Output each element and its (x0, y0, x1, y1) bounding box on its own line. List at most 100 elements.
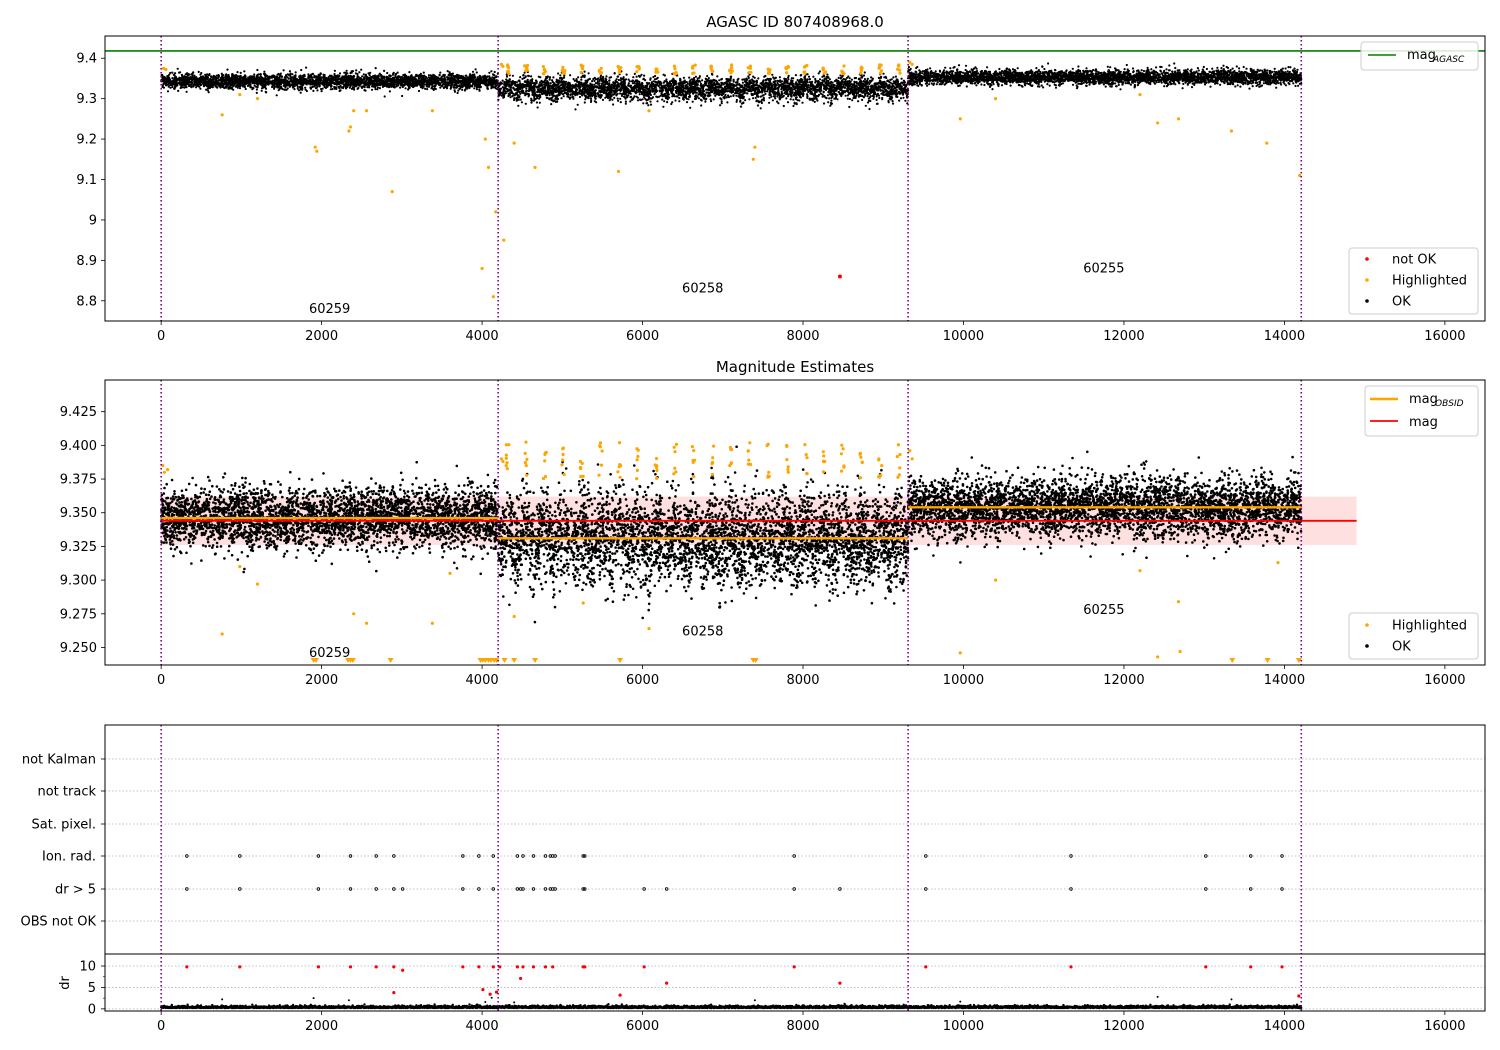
ok-point (419, 84, 422, 87)
ok-point (853, 80, 856, 83)
ok-point (226, 68, 229, 71)
ok-point (357, 86, 360, 89)
ok-point (898, 99, 901, 102)
ok-point (619, 101, 622, 104)
ok-point (494, 85, 497, 89)
ok-point (735, 94, 738, 97)
ok-point (381, 75, 384, 78)
ok-point (451, 72, 454, 75)
ok-point (283, 88, 286, 91)
ok-point (202, 78, 205, 82)
ok-point (284, 80, 287, 83)
ok-point (490, 70, 493, 73)
ok-point (239, 74, 242, 77)
panel-title: AGASC ID 807408968.0 (706, 13, 884, 31)
ok-point (200, 71, 203, 75)
ok-point (591, 80, 594, 83)
ok-point (417, 82, 420, 85)
ok-point (370, 88, 374, 91)
ok-point (293, 88, 296, 91)
ok-point (198, 78, 201, 81)
ok-point (422, 71, 425, 74)
ok-point (358, 71, 361, 74)
ok-point (535, 101, 539, 104)
ok-point (318, 81, 321, 84)
ok-point (576, 103, 579, 106)
ok-point (461, 79, 464, 82)
ok-point (296, 84, 299, 87)
ok-point (424, 87, 427, 90)
ok-point (818, 70, 822, 73)
ok-point (389, 75, 392, 78)
ok-point (318, 84, 321, 87)
ok-point (189, 76, 192, 79)
ok-point (320, 90, 323, 93)
ok-point (426, 88, 429, 91)
ok-point (290, 78, 293, 81)
ok-point (192, 83, 195, 86)
ok-point (178, 71, 181, 74)
ok-point (476, 85, 479, 89)
ok-point (413, 84, 416, 87)
ok-point (454, 86, 457, 89)
ok-point (276, 83, 279, 86)
ok-point (871, 77, 874, 80)
ok-point (235, 81, 238, 84)
ok-point (253, 77, 256, 80)
ok-point (206, 87, 209, 90)
ok-point (403, 81, 406, 84)
ok-point (274, 85, 277, 88)
ok-point (492, 77, 496, 80)
ok-point (190, 86, 193, 89)
ok-point (359, 77, 362, 80)
ok-point (891, 100, 894, 103)
ok-point (428, 85, 431, 88)
ok-point (280, 75, 283, 78)
ok-point (343, 76, 346, 79)
ok-point (355, 69, 358, 72)
ok-point (423, 80, 426, 83)
ok-point (374, 67, 377, 70)
ok-point (476, 81, 479, 84)
ok-point (846, 97, 849, 100)
ok-point (346, 79, 349, 82)
ok-point (304, 88, 307, 91)
ok-point (176, 67, 179, 70)
ok-point (412, 80, 415, 83)
ok-point (331, 77, 334, 80)
ok-point (211, 86, 214, 89)
ok-point (236, 75, 239, 78)
ok-point (364, 73, 367, 76)
ok-point (245, 82, 248, 85)
ok-point (260, 80, 263, 83)
ok-point (316, 85, 319, 88)
ok-point (320, 87, 323, 91)
ok-point (262, 72, 266, 75)
ok-point (415, 73, 418, 76)
ok-point (426, 82, 429, 85)
ok-point (374, 74, 377, 77)
ok-point (368, 86, 371, 89)
ok-point (864, 94, 867, 97)
ok-point (258, 78, 261, 81)
ok-point (296, 78, 299, 81)
ok-point (469, 76, 472, 79)
ok-point (248, 80, 251, 83)
ok-point (441, 81, 444, 84)
ok-point (167, 85, 170, 88)
ok-point (559, 74, 562, 77)
ok-point (486, 86, 489, 89)
ok-point (386, 81, 389, 84)
ok-point (495, 81, 498, 84)
ok-point (388, 90, 391, 93)
ok-point (410, 84, 413, 88)
ok-point (217, 76, 220, 79)
ok-point (267, 83, 270, 86)
ok-point (735, 100, 738, 103)
ok-point (455, 79, 458, 82)
ok-point (564, 80, 568, 83)
ok-point (404, 87, 407, 90)
ok-point (175, 82, 178, 85)
ok-point (205, 88, 208, 91)
